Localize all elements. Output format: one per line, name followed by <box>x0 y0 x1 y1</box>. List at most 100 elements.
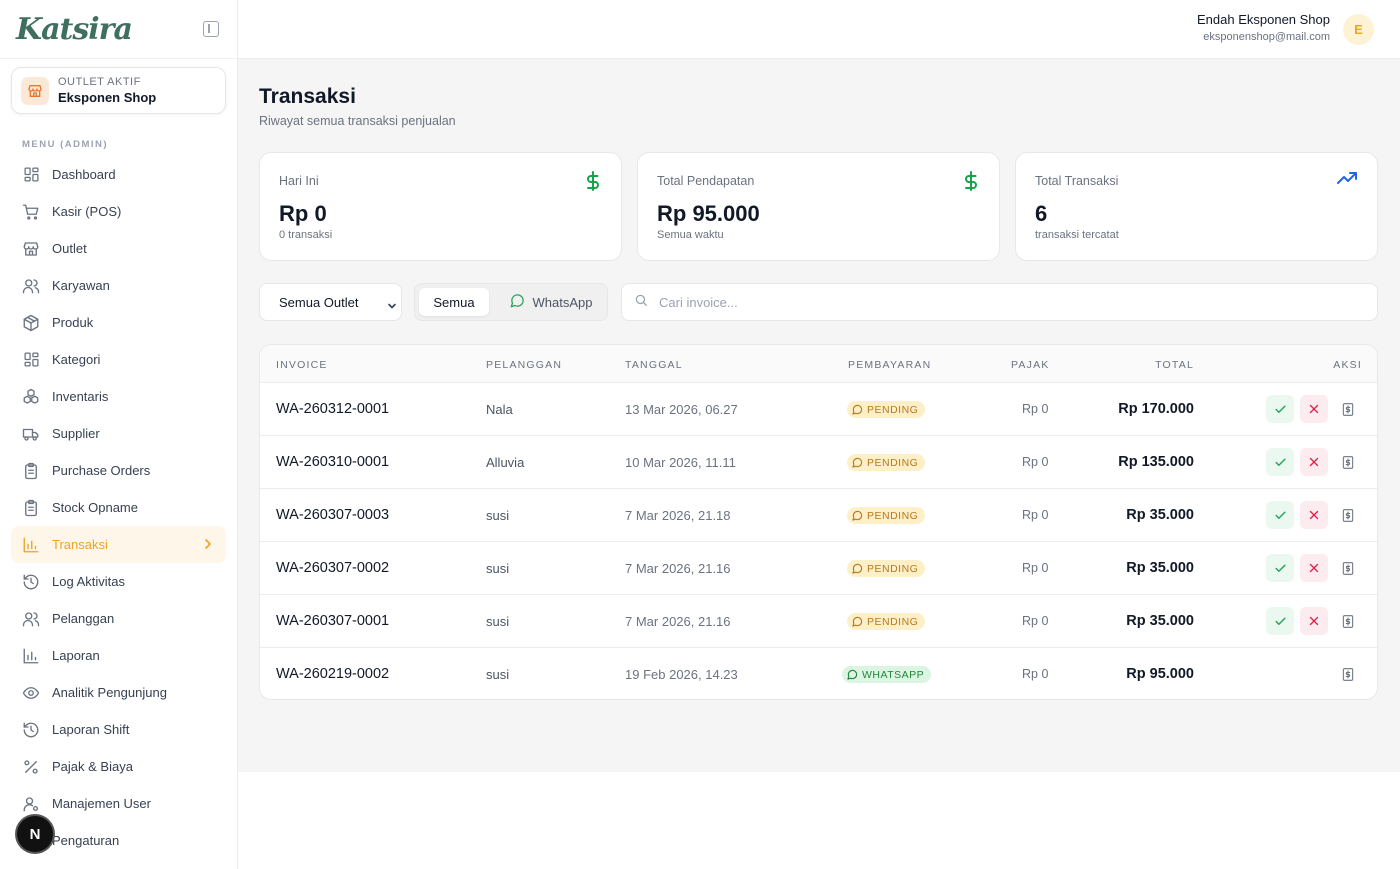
sidebar-item-manajemen-user[interactable]: Manajemen User <box>11 785 226 822</box>
search-input[interactable] <box>659 294 1259 310</box>
sidebar-item-stock-opname[interactable]: Stock Opname <box>11 489 226 526</box>
sidebar-item-supplier[interactable]: Supplier <box>11 415 226 452</box>
sidebar-item-pelanggan[interactable]: Pelanggan <box>11 600 226 637</box>
stat-label: Total Transaksi <box>1035 174 1119 188</box>
tax-amount: Rp 0 <box>1022 614 1049 628</box>
avatar[interactable]: E <box>1343 14 1374 45</box>
receipt-button[interactable] <box>1334 448 1362 476</box>
invoice-number[interactable]: WA-260312-0001 <box>276 401 390 417</box>
outlet-select[interactable]: Semua Outlet <box>259 283 402 321</box>
stat-sub: 0 transaksi <box>279 229 333 241</box>
stat-value: Rp 0 <box>279 201 327 226</box>
reject-button[interactable] <box>1300 607 1328 635</box>
menu-heading: MENU (ADMIN) <box>22 139 109 150</box>
sidebar-item-transaksi[interactable]: Transaksi <box>11 526 226 563</box>
reject-button[interactable] <box>1300 554 1328 582</box>
receipt-button[interactable] <box>1334 660 1362 688</box>
reject-button[interactable] <box>1300 501 1328 529</box>
cart-icon <box>22 203 40 221</box>
sidebar-item-label: Pelanggan <box>52 611 115 626</box>
table-row[interactable]: WA-260307-0003 susi 7 Mar 2026, 21.18 PE… <box>260 489 1377 542</box>
sidebar-item-outlet[interactable]: Outlet <box>11 230 226 267</box>
tax-amount: Rp 0 <box>1022 402 1049 416</box>
user-cog-icon <box>22 795 40 813</box>
invoice-number[interactable]: WA-260310-0001 <box>276 454 390 470</box>
sidebar-item-label: Kategori <box>52 352 101 367</box>
bar-chart-icon <box>22 647 40 665</box>
dev-badge[interactable]: N <box>17 816 53 852</box>
payment-badge: PENDING <box>847 507 926 524</box>
receipt-icon <box>1342 455 1354 469</box>
total-amount: Rp 35.000 <box>1126 560 1194 576</box>
table-row[interactable]: WA-260307-0002 susi 7 Mar 2026, 21.16 PE… <box>260 542 1377 595</box>
active-outlet-card[interactable]: OUTLET AKTIF Eksponen Shop <box>11 67 226 114</box>
sidebar-item-purchase-orders[interactable]: Purchase Orders <box>11 452 226 489</box>
sidebar-item-label: Kasir (POS) <box>52 204 122 219</box>
sidebar-item-dashboard[interactable]: Dashboard <box>11 156 226 193</box>
sidebar-item-label: Outlet <box>52 241 87 256</box>
table-body: WA-260312-0001 Nala 13 Mar 2026, 06.27 P… <box>260 383 1377 699</box>
total-amount: Rp 35.000 <box>1126 507 1194 523</box>
receipt-button[interactable] <box>1334 607 1362 635</box>
outlet-label: OUTLET AKTIF <box>58 76 141 88</box>
payment-status: PENDING <box>867 509 919 522</box>
invoice-number[interactable]: WA-260307-0001 <box>276 613 390 629</box>
check-icon <box>1274 511 1286 519</box>
sidebar-item-label: Stock Opname <box>52 500 138 515</box>
search-icon <box>634 293 648 312</box>
sidebar-item-analitik-pengunjung[interactable]: Analitik Pengunjung <box>11 674 226 711</box>
sidebar-collapse-icon[interactable] <box>203 21 219 37</box>
invoice-number[interactable]: WA-260219-0002 <box>276 666 390 682</box>
receipt-button[interactable] <box>1334 554 1362 582</box>
approve-button[interactable] <box>1266 607 1294 635</box>
sidebar-item-label: Pajak & Biaya <box>52 759 133 774</box>
reject-button[interactable] <box>1300 395 1328 423</box>
page-subtitle: Riwayat semua transaksi penjualan <box>259 114 456 128</box>
receipt-button[interactable] <box>1334 395 1362 423</box>
clipboard-icon <box>22 499 40 517</box>
segment-whatsapp[interactable]: WhatsApp <box>501 288 601 316</box>
sidebar-item-produk[interactable]: Produk <box>11 304 226 341</box>
user-info[interactable]: Endah Eksponen Shop eksponenshop@mail.co… <box>1197 12 1330 43</box>
table-row[interactable]: WA-260307-0001 susi 7 Mar 2026, 21.16 PE… <box>260 595 1377 648</box>
stat-sub: Semua waktu <box>657 229 724 241</box>
sidebar-item-karyawan[interactable]: Karyawan <box>11 267 226 304</box>
payment-status: PENDING <box>867 403 919 416</box>
payment-badge: PENDING <box>847 613 926 630</box>
sidebar-item-inventaris[interactable]: Inventaris <box>11 378 226 415</box>
transactions-table: INVOICE PELANGGAN TANGGAL PEMBAYARAN PAJ… <box>259 344 1378 700</box>
message-circle-icon <box>510 293 525 311</box>
users-icon <box>22 610 40 628</box>
receipt-button[interactable] <box>1334 501 1362 529</box>
invoice-number[interactable]: WA-260307-0002 <box>276 560 390 576</box>
check-icon <box>1274 405 1286 413</box>
table-row[interactable]: WA-260312-0001 Nala 13 Mar 2026, 06.27 P… <box>260 383 1377 436</box>
sidebar-item-laporan-shift[interactable]: Laporan Shift <box>11 711 226 748</box>
approve-button[interactable] <box>1266 448 1294 476</box>
payment-badge: PENDING <box>847 401 926 418</box>
sidebar-item-kasir-pos[interactable]: Kasir (POS) <box>11 193 226 230</box>
col-date: TANGGAL <box>625 359 683 371</box>
sidebar-item-pajak-biaya[interactable]: Pajak & Biaya <box>11 748 226 785</box>
message-circle-icon <box>852 404 867 415</box>
table-row[interactable]: WA-260310-0001 Alluvia 10 Mar 2026, 11.1… <box>260 436 1377 489</box>
approve-button[interactable] <box>1266 395 1294 423</box>
tax-amount: Rp 0 <box>1022 508 1049 522</box>
segment-all[interactable]: Semua <box>419 288 489 316</box>
customer-name: susi <box>486 667 510 682</box>
search-box <box>621 283 1378 321</box>
outlet-name: Eksponen Shop <box>58 90 157 105</box>
approve-button[interactable] <box>1266 554 1294 582</box>
approve-button[interactable] <box>1266 501 1294 529</box>
sidebar-item-log-aktivitas[interactable]: Log Aktivitas <box>11 563 226 600</box>
customer-name: Nala <box>486 402 513 417</box>
sidebar-item-laporan[interactable]: Laporan <box>11 637 226 674</box>
message-circle-icon <box>852 457 867 468</box>
table-row[interactable]: WA-260219-0002 susi 19 Feb 2026, 14.23 W… <box>260 648 1377 699</box>
invoice-number[interactable]: WA-260307-0003 <box>276 507 390 523</box>
store-icon <box>22 240 40 258</box>
sidebar-item-kategori[interactable]: Kategori <box>11 341 226 378</box>
reject-button[interactable] <box>1300 448 1328 476</box>
sidebar-item-label: Pengaturan <box>52 833 120 848</box>
chevron-down-icon <box>387 298 397 313</box>
